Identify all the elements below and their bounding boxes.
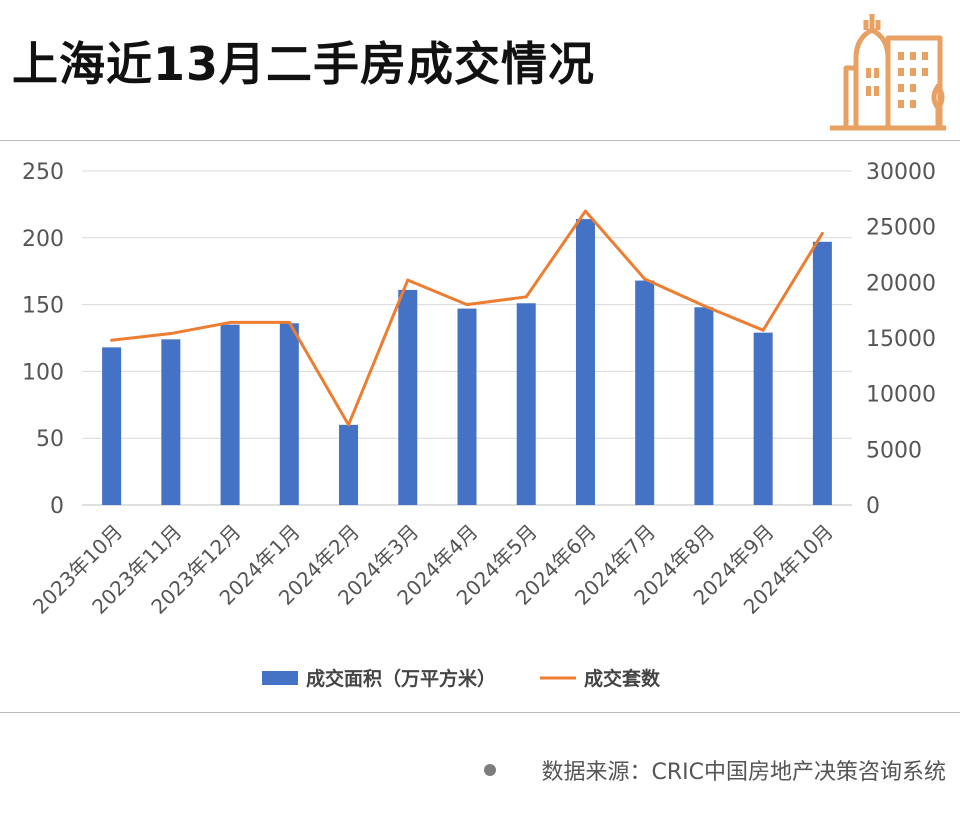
source-note: 数据来源：CRIC中国房地产决策咨询系统 [483,754,947,786]
bar [635,280,655,505]
buildings-icon [830,14,946,131]
y-left-tick-label: 150 [22,294,64,319]
y-right-tick-label: 25000 [866,216,936,241]
bar [516,303,536,505]
line-point [287,320,291,324]
bar [694,307,714,505]
line-point [702,304,706,308]
y-left-tick-label: 50 [36,427,64,452]
line-point [761,328,765,332]
legend-swatch-bar [262,671,298,685]
chart-area: 0 50 100 150 200 250 0 5000 10000 15000 20000 25000… [22,160,936,690]
y-right-tick-label: 15000 [866,327,936,352]
bullet-icon [483,764,496,776]
y-right-tick-label: 30000 [866,160,936,185]
legend-label-bar: 成交面积（万平方米） [306,667,496,690]
y-left-tick-label: 200 [22,227,64,252]
line-point [169,332,173,336]
legend-label-line: 成交套数 [584,667,661,690]
y-left-tick-label: 100 [22,360,64,385]
bottom-divider [0,712,960,713]
bar [279,323,299,505]
y-right-tick-label: 0 [866,494,880,519]
line-point [406,278,410,282]
y-left-tick-label: 250 [22,160,64,185]
chart-title: 上海近13月二手房成交情况 [12,37,596,91]
line-point [643,277,647,281]
line-point [524,295,528,299]
y-right-tick-label: 20000 [866,271,936,296]
bar [398,289,418,505]
line-point [820,231,824,235]
line-point [465,303,469,307]
bar [220,324,240,505]
source-text: 数据来源：CRIC中国房地产决策咨询系统 [541,760,947,785]
bar [339,424,359,505]
bar [753,332,773,505]
top-divider [0,140,960,141]
line-point [583,209,587,213]
bar [161,339,181,505]
line-point [110,338,114,342]
y-right-tick-label: 5000 [866,438,922,463]
line-point [347,423,351,427]
bar [457,308,477,505]
line-point [228,320,232,324]
bar [575,219,595,505]
bar [812,241,832,506]
y-right-tick-label: 10000 [866,383,936,408]
bar [102,347,122,505]
y-left-tick-label: 0 [50,494,64,519]
